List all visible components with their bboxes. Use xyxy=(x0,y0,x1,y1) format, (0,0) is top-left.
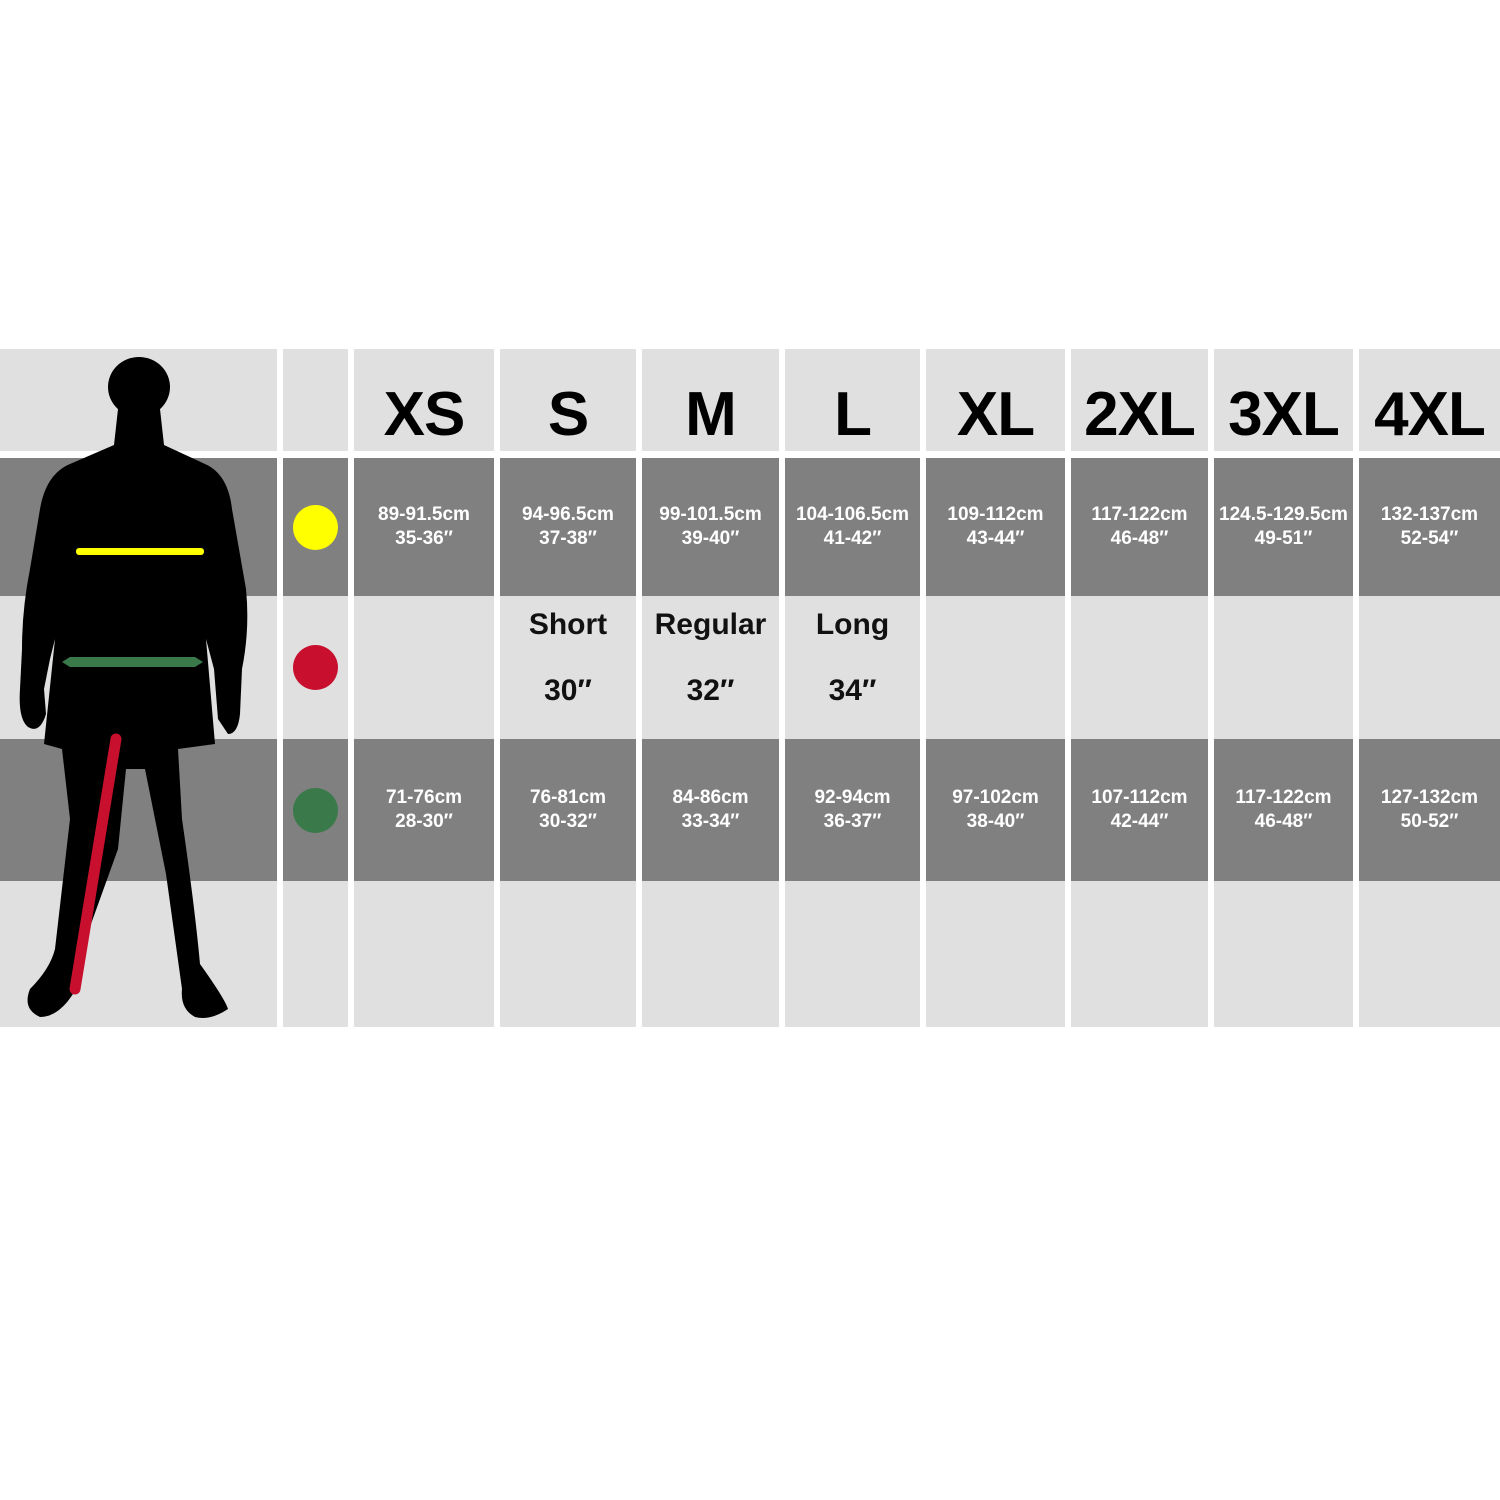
waist-indicator xyxy=(283,739,348,881)
waist-cell: 84-86cm 33-34″ xyxy=(642,739,779,881)
chest-cm: 89-91.5cm xyxy=(378,504,470,525)
waist-cell: 92-94cm 36-37″ xyxy=(785,739,920,881)
size-label: 4XL xyxy=(1374,379,1486,449)
size-label: XL xyxy=(956,379,1035,449)
waist-cm: 84-86cm xyxy=(672,787,749,808)
chest-measure-line xyxy=(76,548,204,555)
leg-cell: Long 34″ xyxy=(785,596,920,739)
empty-cell xyxy=(354,881,494,1027)
empty-cell xyxy=(500,881,636,1027)
size-header: 4XL xyxy=(1359,349,1500,451)
chest-cm: 117-122cm xyxy=(1091,504,1188,525)
size-label: XS xyxy=(383,379,466,449)
chest-cell: 124.5-129.5cm 49-51″ xyxy=(1214,458,1353,596)
indicator-header xyxy=(283,349,348,451)
empty-cell xyxy=(1359,881,1500,1027)
waist-cm: 71-76cm xyxy=(385,787,463,808)
size-header: 3XL xyxy=(1214,349,1353,451)
leg-cell xyxy=(1071,596,1208,739)
chest-cm: 94-96.5cm xyxy=(522,504,614,525)
waist-cm: 127-132cm xyxy=(1380,787,1479,808)
waist-cm: 92-94cm xyxy=(814,787,891,808)
chest-cm: 104-106.5cm xyxy=(795,504,910,525)
yellow-dot-icon xyxy=(293,504,338,550)
waist-cell: 127-132cm 50-52″ xyxy=(1359,739,1500,881)
leg-cell xyxy=(1359,596,1500,739)
chest-in: 41-42″ xyxy=(823,528,882,549)
size-header: S xyxy=(500,349,636,451)
indicator-empty xyxy=(283,881,348,1027)
leg-length: 34″ xyxy=(828,673,877,707)
chest-cell: 117-122cm 46-48″ xyxy=(1071,458,1208,596)
chest-cell: 99-101.5cm 39-40″ xyxy=(642,458,779,596)
chest-in: 52-54″ xyxy=(1400,528,1459,549)
chest-in: 43-44″ xyxy=(966,528,1025,549)
size-header: L xyxy=(785,349,920,451)
empty-cell xyxy=(926,881,1065,1027)
chest-cm: 99-101.5cm xyxy=(659,504,762,525)
leg-indicator xyxy=(283,596,348,739)
size-label: M xyxy=(685,379,737,449)
size-label: L xyxy=(834,379,872,449)
leg-cell: Short 30″ xyxy=(500,596,636,739)
chest-cm: 109-112cm xyxy=(947,504,1044,525)
chest-cm: 132-137cm xyxy=(1380,504,1479,525)
waist-in: 28-30″ xyxy=(395,811,453,832)
chest-cell: 109-112cm 43-44″ xyxy=(926,458,1065,596)
chest-in: 35-36″ xyxy=(395,528,453,549)
leg-cell xyxy=(926,596,1065,739)
waist-cm: 107-112cm xyxy=(1091,787,1188,808)
empty-cell xyxy=(1071,881,1208,1027)
waist-in: 36-37″ xyxy=(823,811,882,832)
chest-cell: 94-96.5cm 37-38″ xyxy=(500,458,636,596)
chest-cell: 104-106.5cm 41-42″ xyxy=(785,458,920,596)
size-header: M xyxy=(642,349,779,451)
waist-cm: 97-102cm xyxy=(952,787,1039,808)
waist-measure-line xyxy=(62,657,203,667)
waist-in: 50-52″ xyxy=(1400,811,1459,832)
waist-in: 38-40″ xyxy=(966,811,1025,832)
body-silhouette-icon xyxy=(19,357,248,1018)
inseam-measure-line xyxy=(69,733,122,995)
waist-cell: 97-102cm 38-40″ xyxy=(926,739,1065,881)
leg-cell xyxy=(354,596,494,739)
waist-in: 46-48″ xyxy=(1254,811,1313,832)
waist-in: 33-34″ xyxy=(681,811,740,832)
chest-in: 39-40″ xyxy=(681,528,740,549)
leg-cell xyxy=(1214,596,1353,739)
red-dot-icon xyxy=(293,645,338,690)
waist-in: 42-44″ xyxy=(1110,811,1169,832)
chest-cell: 89-91.5cm 35-36″ xyxy=(354,458,494,596)
size-header: XL xyxy=(926,349,1065,451)
chest-in: 49-51″ xyxy=(1254,528,1313,549)
empty-cell xyxy=(785,881,920,1027)
waist-cm: 76-81cm xyxy=(529,787,607,808)
chest-indicator xyxy=(283,458,348,596)
leg-name: Long xyxy=(815,607,890,641)
empty-cell xyxy=(1214,881,1353,1027)
empty-cell xyxy=(642,881,779,1027)
waist-cell: 71-76cm 28-30″ xyxy=(354,739,494,881)
size-header: 2XL xyxy=(1071,349,1208,451)
size-header: XS xyxy=(354,349,494,451)
leg-name: Regular xyxy=(654,607,767,641)
waist-cell: 117-122cm 46-48″ xyxy=(1214,739,1353,881)
size-label: S xyxy=(547,379,589,449)
leg-length: 30″ xyxy=(544,673,592,707)
chest-cell: 132-137cm 52-54″ xyxy=(1359,458,1500,596)
waist-cell: 107-112cm 42-44″ xyxy=(1071,739,1208,881)
size-label: 3XL xyxy=(1228,379,1340,449)
leg-cell: Regular 32″ xyxy=(642,596,779,739)
chest-in: 46-48″ xyxy=(1110,528,1169,549)
leg-length: 32″ xyxy=(686,673,735,707)
waist-cell: 76-81cm 30-32″ xyxy=(500,739,636,881)
green-dot-icon xyxy=(293,787,338,833)
waist-in: 30-32″ xyxy=(539,811,597,832)
chest-cm: 124.5-129.5cm xyxy=(1219,504,1348,525)
size-label: 2XL xyxy=(1084,379,1196,449)
waist-cm: 117-122cm xyxy=(1235,787,1332,808)
leg-name: Short xyxy=(528,607,608,641)
chest-in: 37-38″ xyxy=(539,528,597,549)
